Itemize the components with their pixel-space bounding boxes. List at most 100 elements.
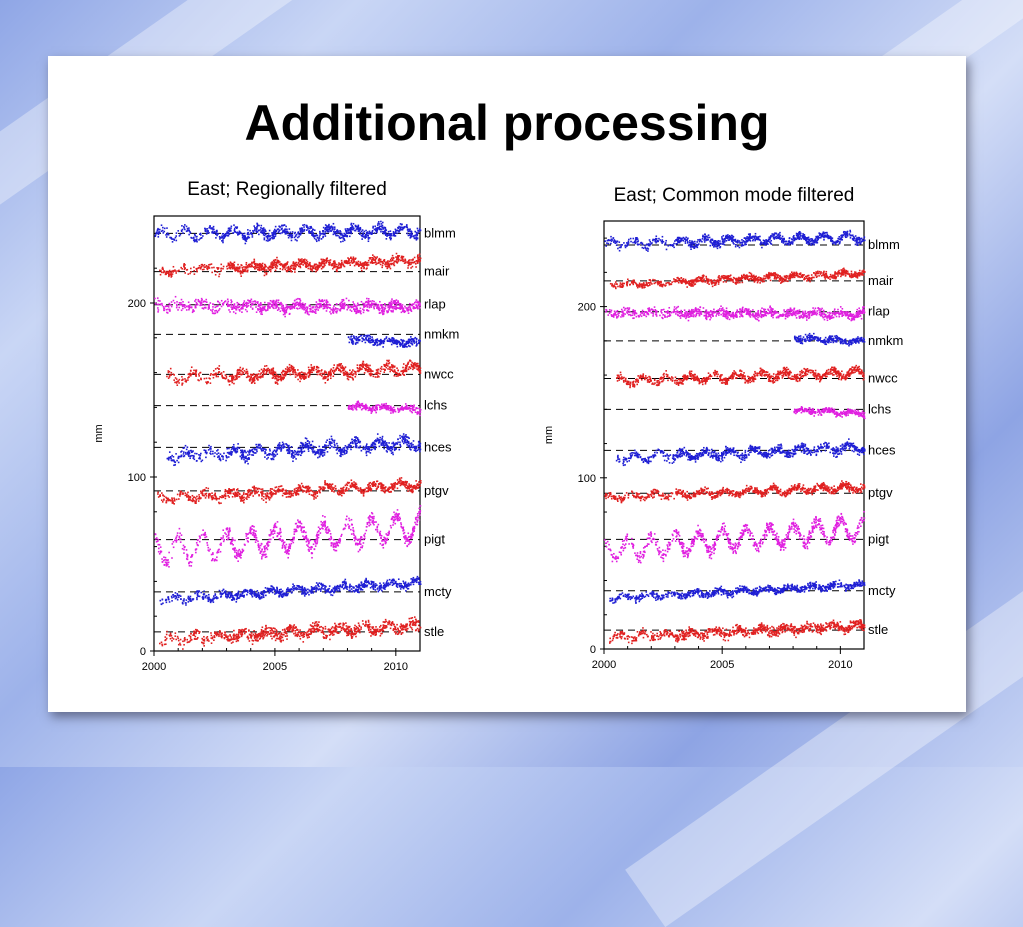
- data-point: [257, 302, 259, 304]
- data-point: [352, 442, 354, 444]
- data-point: [155, 303, 157, 305]
- data-point: [247, 233, 249, 235]
- data-point: [164, 228, 166, 230]
- series-rlap: [154, 296, 421, 317]
- data-point: [200, 233, 202, 235]
- data-point: [290, 374, 292, 376]
- data-point: [256, 449, 258, 451]
- data-point: [360, 261, 362, 263]
- data-point: [237, 269, 239, 271]
- data-point: [358, 230, 360, 232]
- data-point: [357, 401, 359, 403]
- data-point: [412, 259, 414, 261]
- data-point: [311, 371, 313, 373]
- data-point: [263, 230, 265, 232]
- data-point: [417, 261, 419, 263]
- data-point: [419, 260, 421, 262]
- data-point: [356, 406, 358, 408]
- data-point: [228, 228, 230, 230]
- data-point: [225, 460, 227, 462]
- data-point: [216, 230, 218, 232]
- data-point: [363, 231, 365, 233]
- data-point: [300, 454, 302, 456]
- data-point: [257, 376, 259, 378]
- data-point: [212, 374, 214, 376]
- data-point: [213, 226, 215, 228]
- data-point: [382, 436, 384, 438]
- data-point: [323, 227, 325, 229]
- data-point: [169, 451, 171, 453]
- data-point: [237, 271, 239, 273]
- data-point: [270, 300, 272, 302]
- data-point: [221, 300, 223, 302]
- data-point: [217, 268, 219, 270]
- data-point: [279, 268, 281, 270]
- data-point: [336, 303, 338, 305]
- data-point: [371, 233, 373, 235]
- data-point: [243, 266, 245, 268]
- data-point: [391, 452, 393, 454]
- data-point: [390, 450, 392, 452]
- data-point: [332, 311, 334, 313]
- data-point: [399, 441, 401, 443]
- data-point: [308, 447, 310, 449]
- data-point: [169, 303, 171, 305]
- data-point: [417, 255, 419, 257]
- data-point: [358, 371, 360, 373]
- data-point: [174, 382, 176, 384]
- data-point: [251, 299, 253, 301]
- data-point: [346, 298, 348, 300]
- data-point: [230, 268, 232, 270]
- data-point: [410, 406, 412, 408]
- data-point: [385, 367, 387, 369]
- data-point: [346, 309, 348, 311]
- data-point: [417, 262, 419, 264]
- data-point: [277, 259, 279, 261]
- data-point: [196, 236, 198, 238]
- data-point: [282, 309, 284, 311]
- data-point: [338, 369, 340, 371]
- data-point: [358, 405, 360, 407]
- data-point: [193, 370, 195, 372]
- data-point: [284, 269, 286, 271]
- data-point: [311, 234, 313, 236]
- data-point: [170, 274, 172, 276]
- data-point: [325, 235, 327, 237]
- data-point: [170, 456, 172, 458]
- data-point: [291, 305, 293, 307]
- data-point: [374, 232, 376, 234]
- data-point: [330, 230, 332, 232]
- data-point: [239, 266, 241, 268]
- data-point: [162, 305, 164, 307]
- data-point: [407, 405, 409, 407]
- data-point: [343, 238, 345, 240]
- data-point: [307, 372, 309, 374]
- data-point: [239, 447, 241, 449]
- data-point: [264, 365, 266, 367]
- data-point: [205, 487, 207, 489]
- data-point: [300, 445, 302, 447]
- data-point: [408, 312, 410, 314]
- data-point: [307, 440, 309, 442]
- data-point: [182, 447, 184, 449]
- data-point: [370, 338, 372, 340]
- data-point: [273, 230, 275, 232]
- data-point: [406, 444, 408, 446]
- data-point: [265, 373, 267, 375]
- data-point: [408, 339, 410, 341]
- data-point: [247, 232, 249, 234]
- data-point: [392, 259, 394, 261]
- data-point: [260, 445, 262, 447]
- data-point: [355, 230, 357, 232]
- data-point: [393, 342, 395, 344]
- data-point: [240, 367, 242, 369]
- data-point: [243, 492, 245, 494]
- data-point: [359, 446, 361, 448]
- data-point: [273, 307, 275, 309]
- data-point: [325, 305, 327, 307]
- data-point: [381, 343, 383, 345]
- data-point: [324, 376, 326, 378]
- data-point: [287, 371, 289, 373]
- data-point: [406, 365, 408, 367]
- data-point: [214, 452, 216, 454]
